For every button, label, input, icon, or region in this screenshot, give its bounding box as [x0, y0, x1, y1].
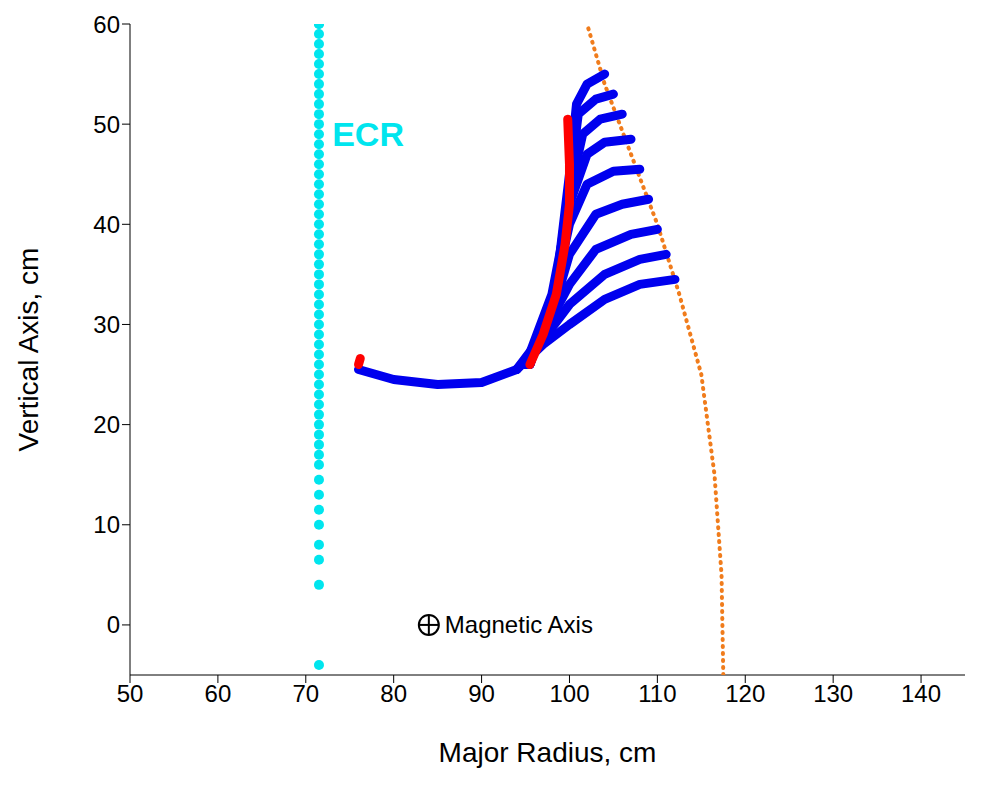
- svg-text:Magnetic Axis: Magnetic Axis: [445, 611, 593, 638]
- svg-text:40: 40: [93, 211, 120, 238]
- svg-text:110: 110: [638, 680, 676, 707]
- svg-text:80: 80: [380, 680, 407, 707]
- svg-text:130: 130: [813, 680, 853, 707]
- svg-text:100: 100: [549, 680, 589, 707]
- svg-text:20: 20: [93, 411, 120, 438]
- svg-text:60: 60: [205, 680, 232, 707]
- svg-text:70: 70: [292, 680, 319, 707]
- svg-text:90: 90: [468, 680, 495, 707]
- svg-text:0: 0: [107, 611, 120, 638]
- svg-text:Vertical Axis, cm: Vertical Axis, cm: [13, 248, 44, 452]
- svg-text:140: 140: [901, 680, 941, 707]
- svg-text:50: 50: [93, 111, 120, 138]
- svg-text:120: 120: [725, 680, 765, 707]
- svg-text:30: 30: [93, 311, 120, 338]
- svg-text:60: 60: [93, 11, 120, 38]
- svg-text:10: 10: [93, 511, 120, 538]
- svg-text:ECR: ECR: [332, 115, 404, 153]
- svg-text:Major Radius, cm: Major Radius, cm: [439, 737, 657, 768]
- svg-text:50: 50: [117, 680, 144, 707]
